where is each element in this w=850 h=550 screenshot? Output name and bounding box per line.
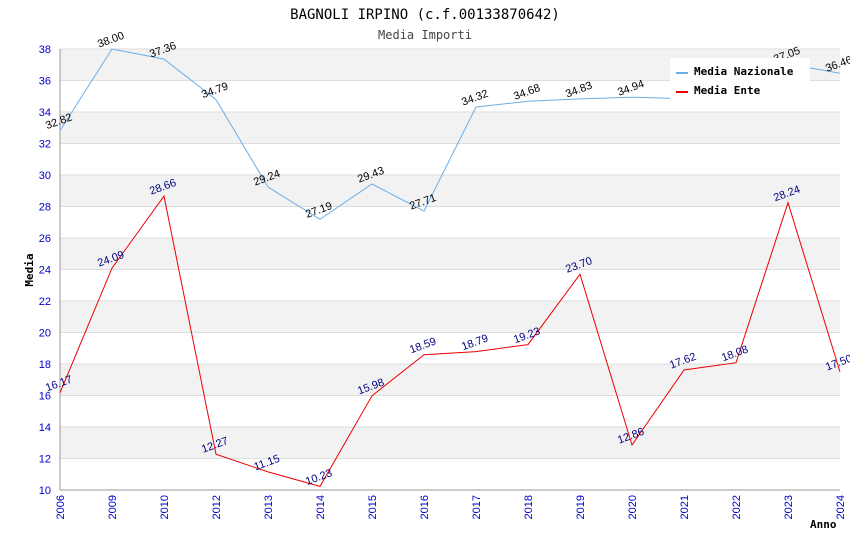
x-tick-label: 2021 xyxy=(679,495,691,519)
y-tick-label: 24 xyxy=(39,265,51,277)
x-tick-label: 2015 xyxy=(367,495,379,519)
y-tick-label: 20 xyxy=(39,328,51,340)
x-tick-label: 2018 xyxy=(523,495,535,519)
series-line xyxy=(59,194,841,487)
y-tick-label: 32 xyxy=(39,139,51,151)
x-tick-label: 2024 xyxy=(835,495,847,519)
grid-lines xyxy=(60,48,840,491)
grid-band xyxy=(60,458,840,490)
grid-band xyxy=(60,238,840,270)
y-tick-label: 38 xyxy=(39,44,51,56)
data-label: 38.00 xyxy=(96,30,126,51)
x-tick-label: 2016 xyxy=(419,495,431,519)
x-tick-label: 2014 xyxy=(315,495,327,519)
y-tick-label: 26 xyxy=(39,233,51,245)
x-tick-label: 2013 xyxy=(263,495,275,519)
x-tick-labels: 2006 2009 2010 2012 2013 2014 2015 2016 2017 2018… xyxy=(55,495,847,519)
x-axis-title: Anno xyxy=(810,518,837,531)
grid-band xyxy=(60,206,840,238)
x-tick-label: 2010 xyxy=(159,495,171,519)
y-tick-label: 36 xyxy=(39,76,51,88)
grid-band xyxy=(60,112,840,144)
grid-bands xyxy=(60,49,840,490)
chart-subtitle: Media Importi xyxy=(378,28,472,42)
y-tick-label: 12 xyxy=(39,454,51,466)
x-tick-label: 2023 xyxy=(783,495,795,519)
x-tick-label: 2006 xyxy=(55,495,67,519)
x-tick-label: 2022 xyxy=(731,495,743,519)
grid-band xyxy=(60,301,840,333)
grid-band xyxy=(60,395,840,427)
grid-band xyxy=(60,269,840,301)
legend-label-nazionale: Media Nazionale xyxy=(694,65,794,78)
y-tick-label: 34 xyxy=(39,107,51,119)
y-tick-label: 30 xyxy=(39,170,51,182)
grid-band xyxy=(60,175,840,207)
grid-band xyxy=(60,332,840,364)
legend: Media Nazionale Media Ente xyxy=(670,58,810,100)
y-tick-label: 14 xyxy=(39,422,51,434)
grid-band xyxy=(60,427,840,459)
legend-background xyxy=(670,58,810,100)
x-tick-label: 2019 xyxy=(575,495,587,519)
x-tick-label: 2020 xyxy=(627,495,639,519)
chart-title: BAGNOLI IRPINO (c.f.00133870642) xyxy=(290,7,560,23)
grid-band xyxy=(60,364,840,396)
y-tick-label: 22 xyxy=(39,296,51,308)
y-axis-title: Media xyxy=(23,253,36,286)
y-tick-label: 18 xyxy=(39,359,51,371)
x-tick-label: 2009 xyxy=(107,495,119,519)
x-tick-label: 2012 xyxy=(211,495,223,519)
y-tick-labels: 10 12 14 16 18 20 22 24 26 28 30 32 34 36 38 xyxy=(39,44,51,497)
legend-label-ente: Media Ente xyxy=(694,84,761,97)
y-tick-label: 28 xyxy=(39,202,51,214)
y-tick-label: 16 xyxy=(39,391,51,403)
y-tick-label: 10 xyxy=(39,485,51,497)
x-tick-label: 2017 xyxy=(471,495,483,519)
